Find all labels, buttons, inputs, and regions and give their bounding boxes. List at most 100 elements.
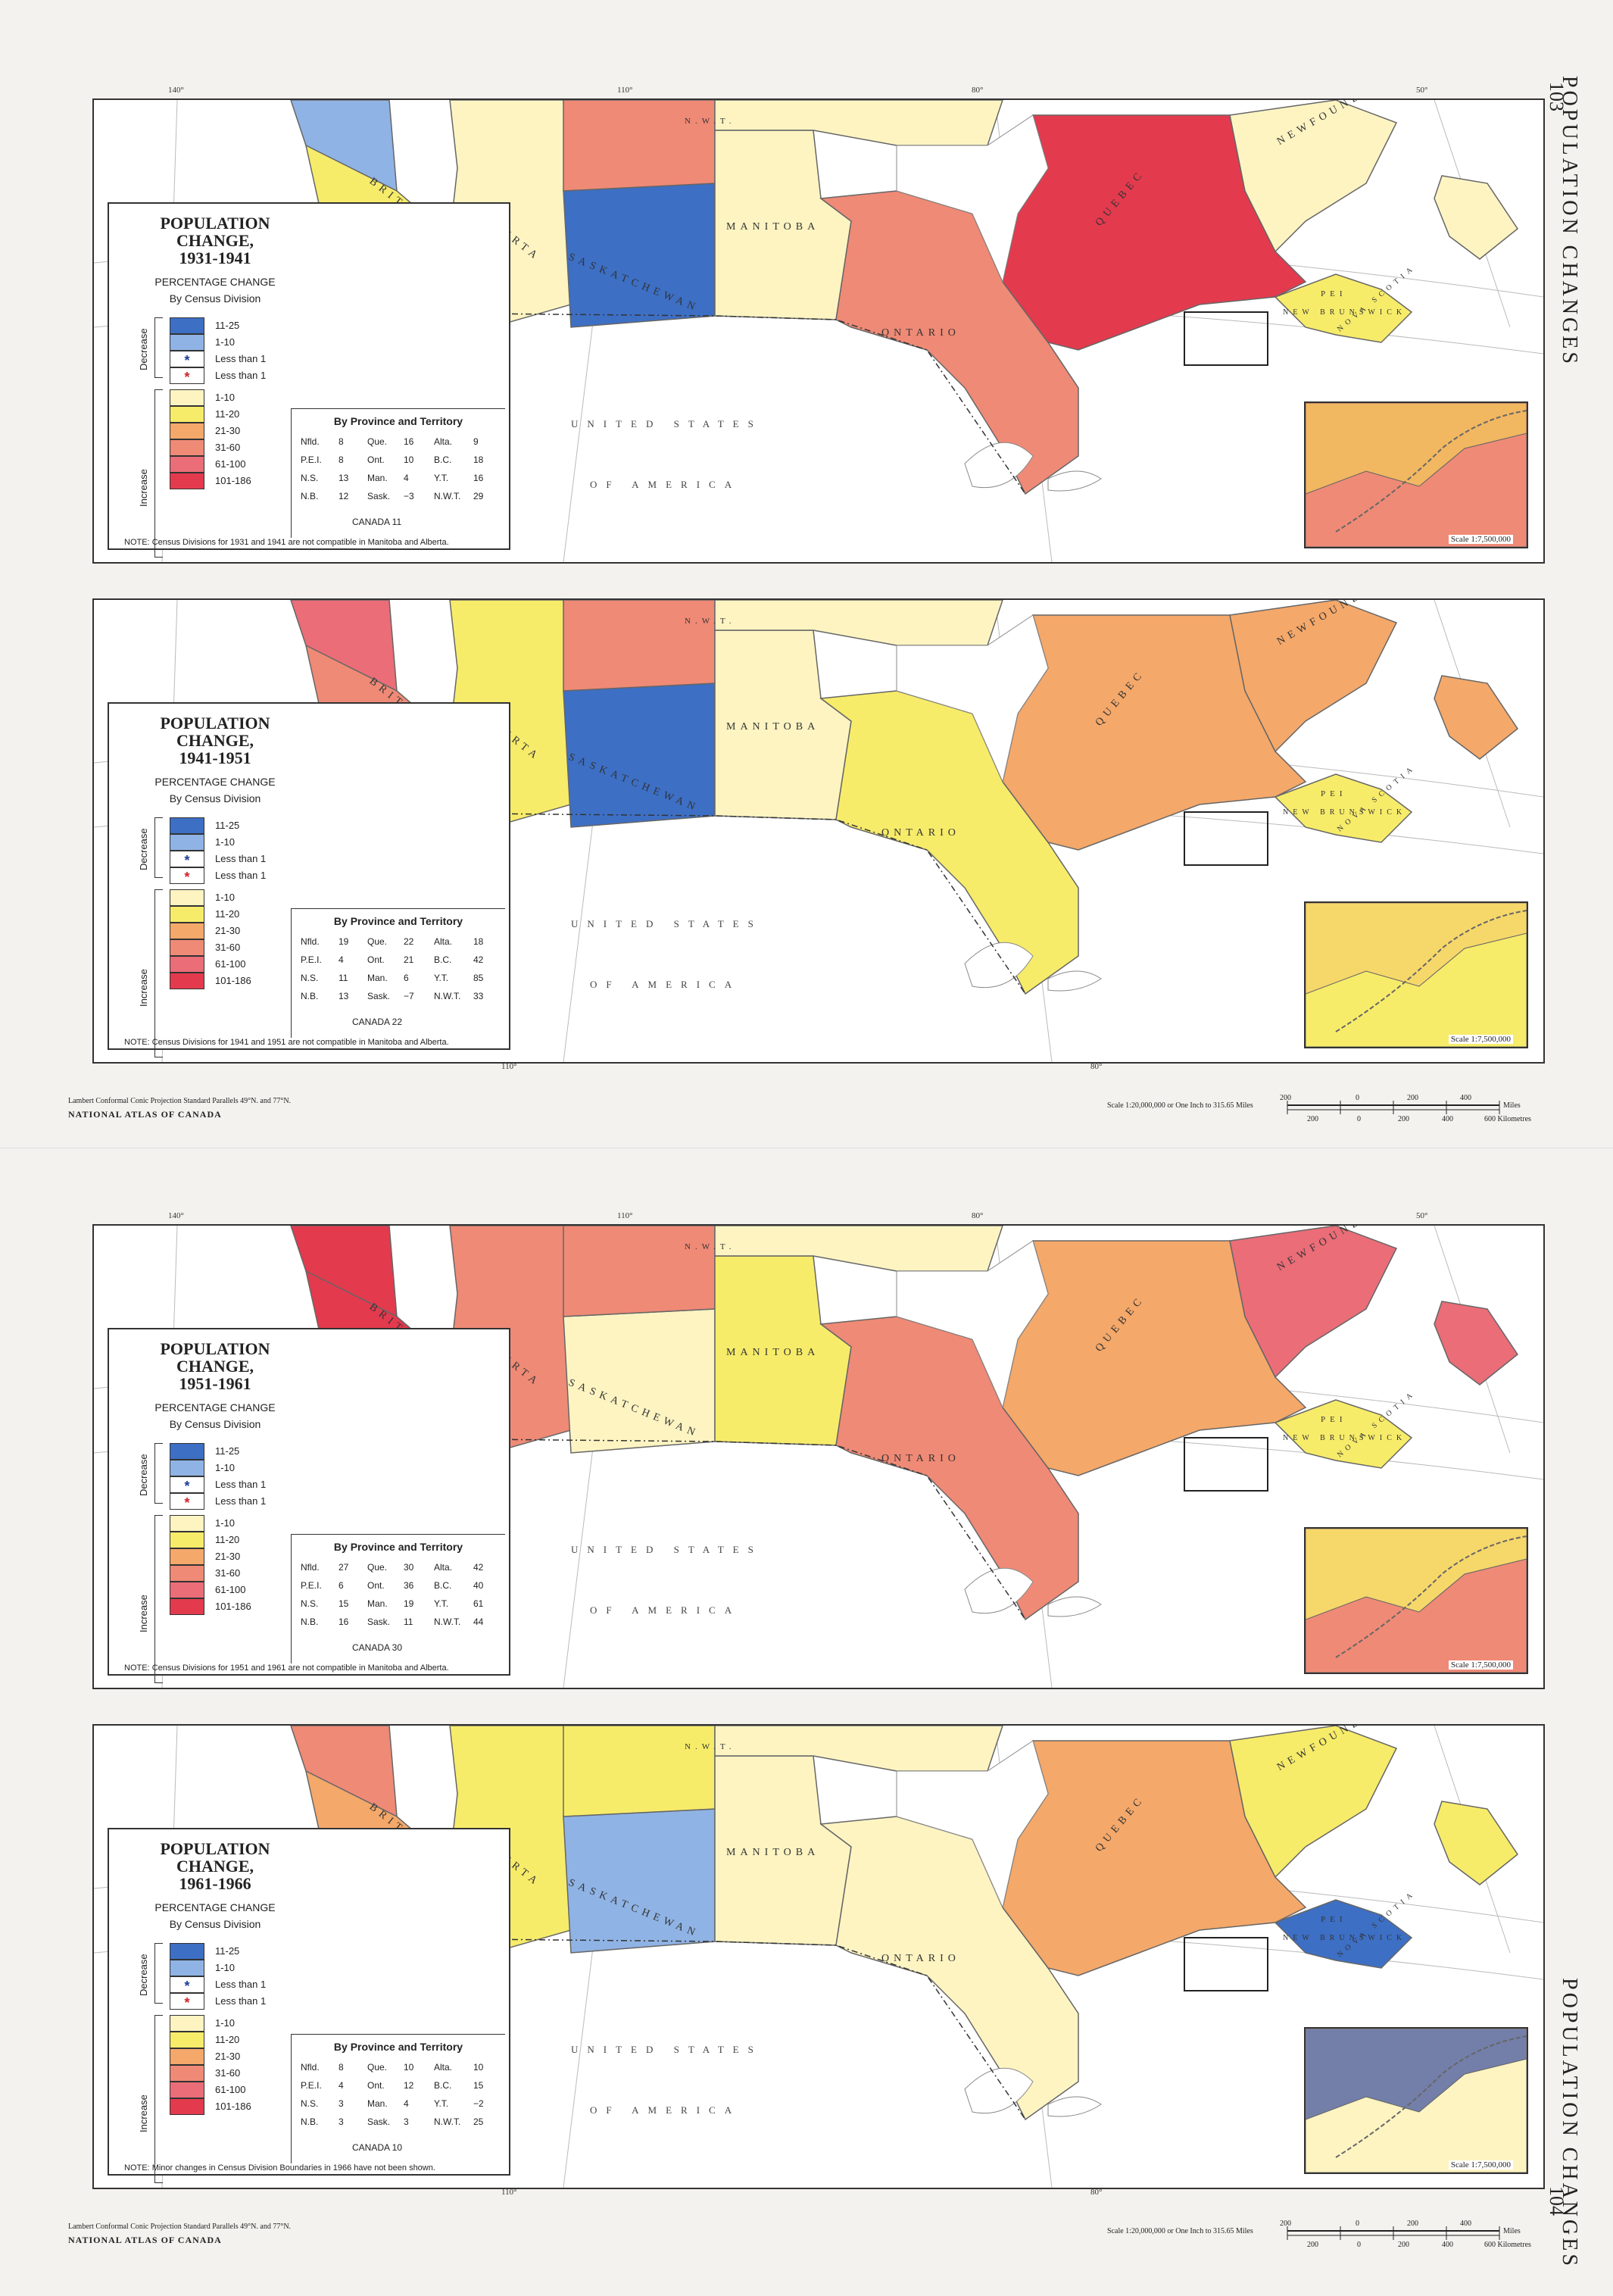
legend-swatch-6 <box>170 423 204 439</box>
map-label-pei: PEI <box>1321 289 1347 298</box>
atlas-name: NATIONAL ATLAS OF CANADA <box>68 1109 222 1120</box>
map-label-nwt: N.W.T. <box>685 1742 736 1751</box>
scale-km-3: 400 <box>1442 1115 1453 1123</box>
province-cell-r1-c2: Ont. <box>367 1580 385 1591</box>
region-newfoundland-labrador <box>1229 1226 1398 1379</box>
increase-bracket <box>154 1515 163 1683</box>
province-cell-r3-c0: N.B. <box>301 2116 319 2127</box>
province-cell-r2-c0: N.S. <box>301 473 319 483</box>
province-cell-r0-c2: Que. <box>367 936 388 947</box>
projection-note: Lambert Conformal Conic Projection Stand… <box>68 1097 292 1105</box>
hudson-bay <box>896 1740 1049 1909</box>
legend-title-line-1: POPULATION <box>160 1839 270 1858</box>
us-border <box>320 311 1026 495</box>
legend-class-label-9: 101-186 <box>215 2101 251 2112</box>
province-cell-r3-c3: 11 <box>404 1617 413 1627</box>
map-label-united-states: UNITED STATES <box>571 2044 763 2055</box>
legend-title-line-3: 1931-1941 <box>179 248 251 267</box>
province-cell-r3-c3: 3 <box>404 2116 409 2127</box>
legend-swatch-4 <box>170 1515 204 1532</box>
province-cell-r0-c4: Alta. <box>434 436 453 447</box>
decrease-label: Decrease <box>138 1954 149 1996</box>
province-cell-r1-c4: B.C. <box>434 2080 452 2091</box>
map-label-of-america: OF AMERICA <box>590 979 741 990</box>
province-cell-r2-c1: 3 <box>339 2098 344 2109</box>
legend-title-line-3: 1941-1951 <box>179 748 251 767</box>
legend-swatch-1 <box>170 1460 204 1476</box>
legend-swatch-star-red: * <box>170 1493 204 1510</box>
province-table: By Province and Territory Nfld. 8 Que. 16 Al… <box>291 408 505 538</box>
legend-title-line-3: 1961-1966 <box>179 1874 251 1893</box>
map-label-of-america: OF AMERICA <box>590 1604 741 1616</box>
province-cell-r1-c5: 42 <box>473 954 484 965</box>
province-cell-r1-c1: 4 <box>339 2080 344 2091</box>
scale-km-0: 200 <box>1307 2241 1318 2249</box>
province-cell-r3-c1: 12 <box>339 491 349 501</box>
legend-swatch-5 <box>170 406 204 423</box>
legend-swatch-9 <box>170 2098 204 2115</box>
province-cell-r3-c1: 13 <box>339 991 349 1001</box>
inset-scale: Scale 1:7,500,000 <box>1448 535 1513 544</box>
province-cell-r1-c4: B.C. <box>434 455 452 465</box>
legend-class-label-0: 11-25 <box>215 1945 240 1957</box>
map-label-nwt: N.W.T. <box>685 117 736 126</box>
legend-title-line-2: CHANGE, <box>176 1857 254 1876</box>
province-cell-r2-c0: N.S. <box>301 1598 319 1609</box>
legend-swatch-0 <box>170 1943 204 1960</box>
decrease-bracket <box>154 1943 163 2004</box>
map-label-ontario: ONTARIO <box>881 1453 960 1464</box>
province-cell-r0-c2: Que. <box>367 2062 388 2073</box>
map-legend: POPULATION CHANGE, 1961-1966 PERCENTAGE … <box>108 1828 510 2183</box>
map-label-nb: NEW BRUNSWICK <box>1283 808 1407 817</box>
legend-class-label-6: 21-30 <box>215 2051 241 2062</box>
us-border <box>320 1437 1026 1620</box>
scale-km-2: 200 <box>1398 2241 1409 2249</box>
population-map-1951-1961: Scale 1:7,500,000N.W.T.BRITISHCOLUMBIAAL… <box>92 1224 1545 1689</box>
legend-note-text: Census Divisions for 1941 and 1951 are n… <box>151 1038 449 1047</box>
decrease-bracket <box>154 1443 163 1504</box>
province-cell-r3-c5: 29 <box>473 491 484 501</box>
scale-text: Scale 1:20,000,000 or One Inch to 315.65… <box>1107 1101 1253 1110</box>
map-label-of-america: OF AMERICA <box>590 479 741 490</box>
canada-total: CANADA 11 <box>352 517 402 527</box>
scale-miles-1: 0 <box>1356 2219 1359 2228</box>
legend-by-division: By Census Division <box>169 1918 261 1930</box>
scale-miles-unit: Miles <box>1503 1101 1521 1110</box>
legend-class-label-0: 11-25 <box>215 320 240 331</box>
province-cell-r1-c1: 4 <box>339 954 344 965</box>
lon-label-80: 80° <box>972 1211 984 1220</box>
projection-note: Lambert Conformal Conic Projection Stand… <box>68 2223 292 2231</box>
scale-km-0: 200 <box>1307 1115 1318 1123</box>
map-label-ontario: ONTARIO <box>881 327 960 339</box>
legend-percentage-change: PERCENTAGE CHANGE <box>154 776 276 788</box>
province-cell-r0-c2: Que. <box>367 436 388 447</box>
map-label-nb: NEW BRUNSWICK <box>1283 308 1407 317</box>
scale-km-3: 400 <box>1442 2241 1453 2249</box>
decrease-bracket <box>154 817 163 878</box>
inset-locator <box>1184 311 1268 366</box>
region-nwt-west <box>563 1226 716 1317</box>
legend-class-label-6: 21-30 <box>215 425 241 436</box>
province-cell-r1-c3: 36 <box>404 1580 414 1591</box>
legend-title-line-3: 1951-1961 <box>179 1374 251 1393</box>
province-cell-r2-c1: 15 <box>339 1598 349 1609</box>
map-label-manitoba: MANITOBA <box>726 221 820 233</box>
legend-class-label-2: Less than 1 <box>215 853 267 864</box>
map-label-united-states: UNITED STATES <box>571 1544 763 1555</box>
legend-swatch-6 <box>170 923 204 939</box>
province-cell-r0-c1: 27 <box>339 1562 349 1573</box>
legend-class-label-9: 101-186 <box>215 1601 251 1612</box>
province-cell-r3-c4: N.W.T. <box>434 991 461 1001</box>
legend-swatch-star-red: * <box>170 367 204 385</box>
province-cell-r2-c4: Y.T. <box>434 2098 449 2109</box>
legend-class-label-4: 1-10 <box>215 892 236 903</box>
legend-swatch-0 <box>170 317 204 334</box>
region-nwt-west <box>563 100 716 192</box>
legend-note-label: NOTE: <box>124 1663 150 1673</box>
province-cell-r2-c2: Man. <box>367 2098 388 2109</box>
legend-class-label-4: 1-10 <box>215 2017 236 2029</box>
legend-swatch-5 <box>170 1532 204 1548</box>
legend-class-label-4: 1-10 <box>215 392 236 403</box>
province-cell-r1-c5: 40 <box>473 1580 484 1591</box>
province-cell-r3-c4: N.W.T. <box>434 2116 461 2127</box>
